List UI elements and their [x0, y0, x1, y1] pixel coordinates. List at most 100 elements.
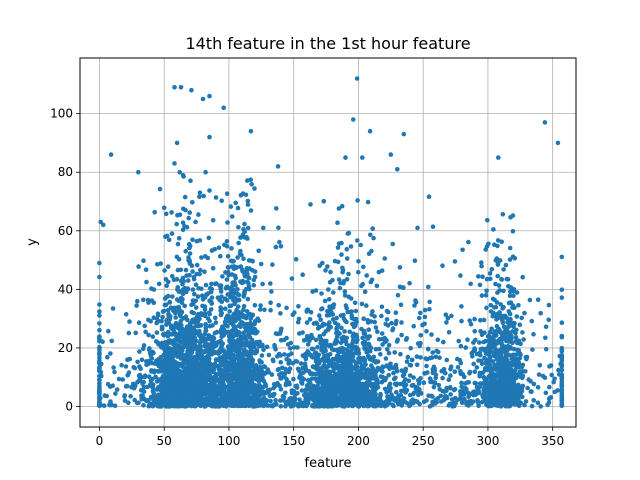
data-point [372, 319, 378, 325]
data-point [338, 340, 344, 346]
data-point [156, 377, 161, 382]
data-point [355, 238, 360, 243]
data-point [535, 400, 541, 406]
data-point [361, 331, 367, 336]
data-point [485, 217, 490, 223]
data-point [474, 365, 480, 370]
data-point [365, 199, 371, 205]
data-point [186, 367, 192, 372]
data-point [358, 242, 364, 248]
data-point [218, 308, 223, 314]
data-point [362, 289, 368, 295]
data-point [239, 311, 244, 316]
data-point [160, 314, 165, 320]
data-point [220, 274, 225, 279]
data-point [248, 208, 254, 213]
data-point [198, 344, 203, 350]
data-point [334, 315, 339, 321]
data-point [481, 317, 487, 323]
data-point [498, 302, 504, 307]
data-point [175, 354, 180, 359]
data-point [194, 322, 199, 327]
data-point [543, 335, 548, 341]
data-point [202, 269, 207, 275]
data-point [136, 320, 142, 326]
data-point [186, 396, 191, 401]
data-point [244, 321, 250, 327]
data-point [324, 313, 330, 318]
data-point [235, 287, 240, 292]
data-point [183, 360, 188, 365]
data-point [347, 329, 353, 335]
data-point [241, 366, 247, 372]
data-point [235, 315, 240, 320]
data-point [384, 347, 390, 352]
data-point [206, 310, 212, 316]
data-point [222, 242, 227, 248]
data-point [538, 310, 543, 316]
data-point [156, 281, 162, 287]
data-point [511, 287, 517, 292]
data-point [239, 334, 244, 339]
data-point [184, 343, 190, 349]
data-point [232, 296, 237, 302]
data-point [335, 330, 341, 335]
data-point [306, 350, 311, 355]
data-point [209, 345, 214, 350]
data-point [511, 369, 517, 375]
data-point [187, 330, 193, 336]
data-point [465, 337, 470, 343]
data-point [476, 400, 481, 406]
data-point [303, 366, 309, 371]
data-point [498, 349, 503, 354]
data-point [508, 393, 513, 398]
data-point [559, 349, 565, 354]
data-point [264, 344, 270, 350]
data-point [321, 362, 327, 368]
data-point [483, 293, 489, 298]
data-point [559, 287, 565, 293]
data-point [399, 368, 405, 373]
data-point [411, 375, 416, 380]
data-point [348, 244, 354, 249]
data-point [193, 305, 199, 310]
data-point [375, 329, 380, 335]
data-point [505, 320, 510, 325]
data-point [234, 307, 239, 313]
data-point [202, 381, 208, 387]
data-point [468, 281, 474, 287]
data-point [185, 350, 191, 355]
data-point [448, 392, 453, 397]
data-point [522, 402, 527, 408]
data-point [361, 342, 367, 347]
data-point [472, 369, 478, 375]
data-point [154, 330, 160, 335]
data-point [495, 396, 501, 402]
data-point [322, 298, 328, 304]
data-point [229, 336, 235, 341]
data-point [559, 345, 565, 351]
data-point [421, 380, 427, 386]
data-point [359, 283, 364, 289]
data-point [148, 318, 153, 324]
data-point [505, 402, 511, 408]
data-point [308, 371, 313, 377]
data-point [529, 389, 534, 394]
data-point [197, 271, 202, 277]
data-point [224, 330, 230, 335]
data-point [416, 381, 422, 386]
data-point [359, 301, 365, 307]
data-point [522, 310, 527, 316]
data-point [195, 313, 201, 318]
data-point [154, 320, 159, 326]
data-point [139, 357, 145, 363]
data-point [313, 288, 319, 293]
data-point [304, 309, 310, 314]
data-point [165, 380, 170, 386]
data-point [137, 349, 142, 354]
data-point [209, 299, 214, 305]
data-point [344, 362, 350, 368]
data-point [230, 319, 236, 325]
data-point [97, 309, 102, 314]
data-point [479, 260, 484, 265]
